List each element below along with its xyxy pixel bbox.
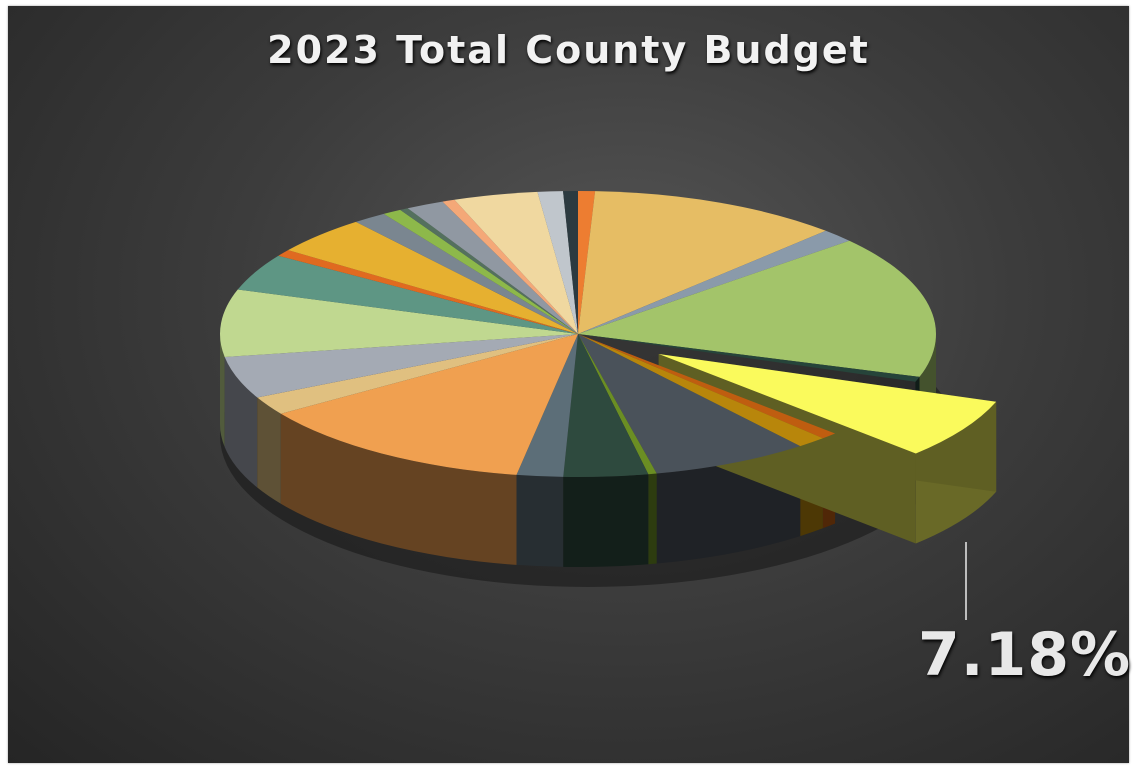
slice-0 — [578, 191, 596, 334]
slice-21 — [400, 208, 578, 334]
slice-side-9 — [648, 473, 657, 565]
data-label-exploded-slice: 7.18% — [918, 620, 1132, 690]
slice-5 — [658, 354, 997, 454]
slice-6 — [578, 334, 836, 439]
slice-side-12 — [280, 413, 517, 565]
slice-9 — [578, 334, 657, 475]
slice-23 — [442, 199, 578, 334]
slice-side-11 — [516, 474, 564, 567]
slice-15 — [219, 289, 578, 358]
slice-18 — [288, 221, 578, 334]
slice-13 — [257, 334, 578, 414]
slice-2 — [578, 230, 850, 334]
slice-20 — [383, 209, 578, 334]
slice-3 — [578, 240, 937, 377]
slice-24 — [454, 191, 578, 334]
slice-side-10 — [563, 474, 649, 567]
slice-4 — [578, 334, 920, 382]
slice-side-14 — [224, 357, 258, 488]
slice-side-15 — [220, 334, 225, 448]
slice-11 — [516, 334, 578, 477]
slice-19 — [355, 213, 578, 334]
chart-title: 2023 Total County Budget — [267, 28, 870, 72]
slice-16 — [237, 255, 578, 334]
slice-7 — [578, 334, 823, 447]
slice-side-13 — [257, 397, 281, 504]
slice-12 — [280, 334, 578, 475]
slice-14 — [224, 334, 578, 398]
pie-tops — [219, 191, 997, 478]
slice-22 — [407, 201, 578, 334]
slice-10 — [563, 334, 649, 478]
slice-25 — [537, 191, 578, 334]
slice-26 — [563, 191, 578, 334]
slice-1 — [578, 191, 826, 334]
slice-8 — [578, 334, 801, 474]
slice-17 — [278, 250, 578, 334]
